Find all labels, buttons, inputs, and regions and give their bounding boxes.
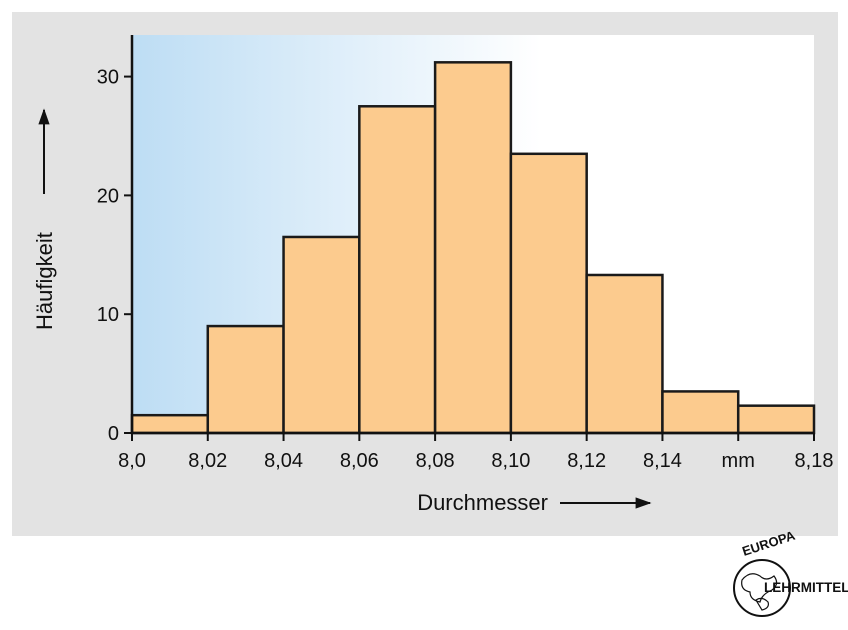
x-tick-label: 8,02 [188, 450, 227, 472]
x-tick-label: 8,0 [118, 450, 146, 472]
x-tick-label: mm [722, 450, 755, 472]
histogram-bar [130, 413, 210, 435]
logo-side-text: LEHRMITTEL [764, 580, 848, 595]
y-tick-label: 30 [97, 67, 119, 89]
histogram-bar [585, 273, 664, 435]
histogram-bar [661, 390, 740, 435]
x-tick-label: 8,18 [795, 450, 834, 472]
histogram-bar [433, 61, 513, 435]
x-tick-label: 8,10 [491, 450, 530, 472]
x-tick-label: 8,12 [567, 450, 606, 472]
y-tick-label: 10 [97, 304, 119, 326]
histogram-bar [358, 105, 437, 435]
histogram-bar [736, 404, 816, 435]
histogram-bar [206, 324, 285, 435]
y-axis-title: Häufigkeit [32, 232, 57, 330]
x-tick-label: 8,14 [643, 450, 682, 472]
europa-lehrmittel-logo: EUROPA LEHRMITTEL [733, 528, 848, 617]
histogram-bar [509, 152, 588, 435]
x-tick-label: 8,06 [340, 450, 379, 472]
histogram-bar [282, 235, 361, 435]
y-tick-label: 20 [97, 185, 119, 207]
globe-continent-icon [741, 573, 778, 603]
y-ticks-group: 0 10 20 30 [97, 67, 132, 445]
x-ticks-group: 8,0 8,02 8,04 8,06 8,08 8,10 8,12 8,14 mm 8,18 [118, 433, 833, 472]
x-tick-label: 8,08 [416, 450, 455, 472]
globe-island-icon [755, 597, 769, 611]
bars-group [130, 61, 816, 435]
x-tick-label: 8,04 [264, 450, 303, 472]
globe-icon [733, 559, 791, 617]
y-tick-label: 0 [108, 423, 119, 445]
x-axis-title: Durchmesser [417, 490, 548, 515]
